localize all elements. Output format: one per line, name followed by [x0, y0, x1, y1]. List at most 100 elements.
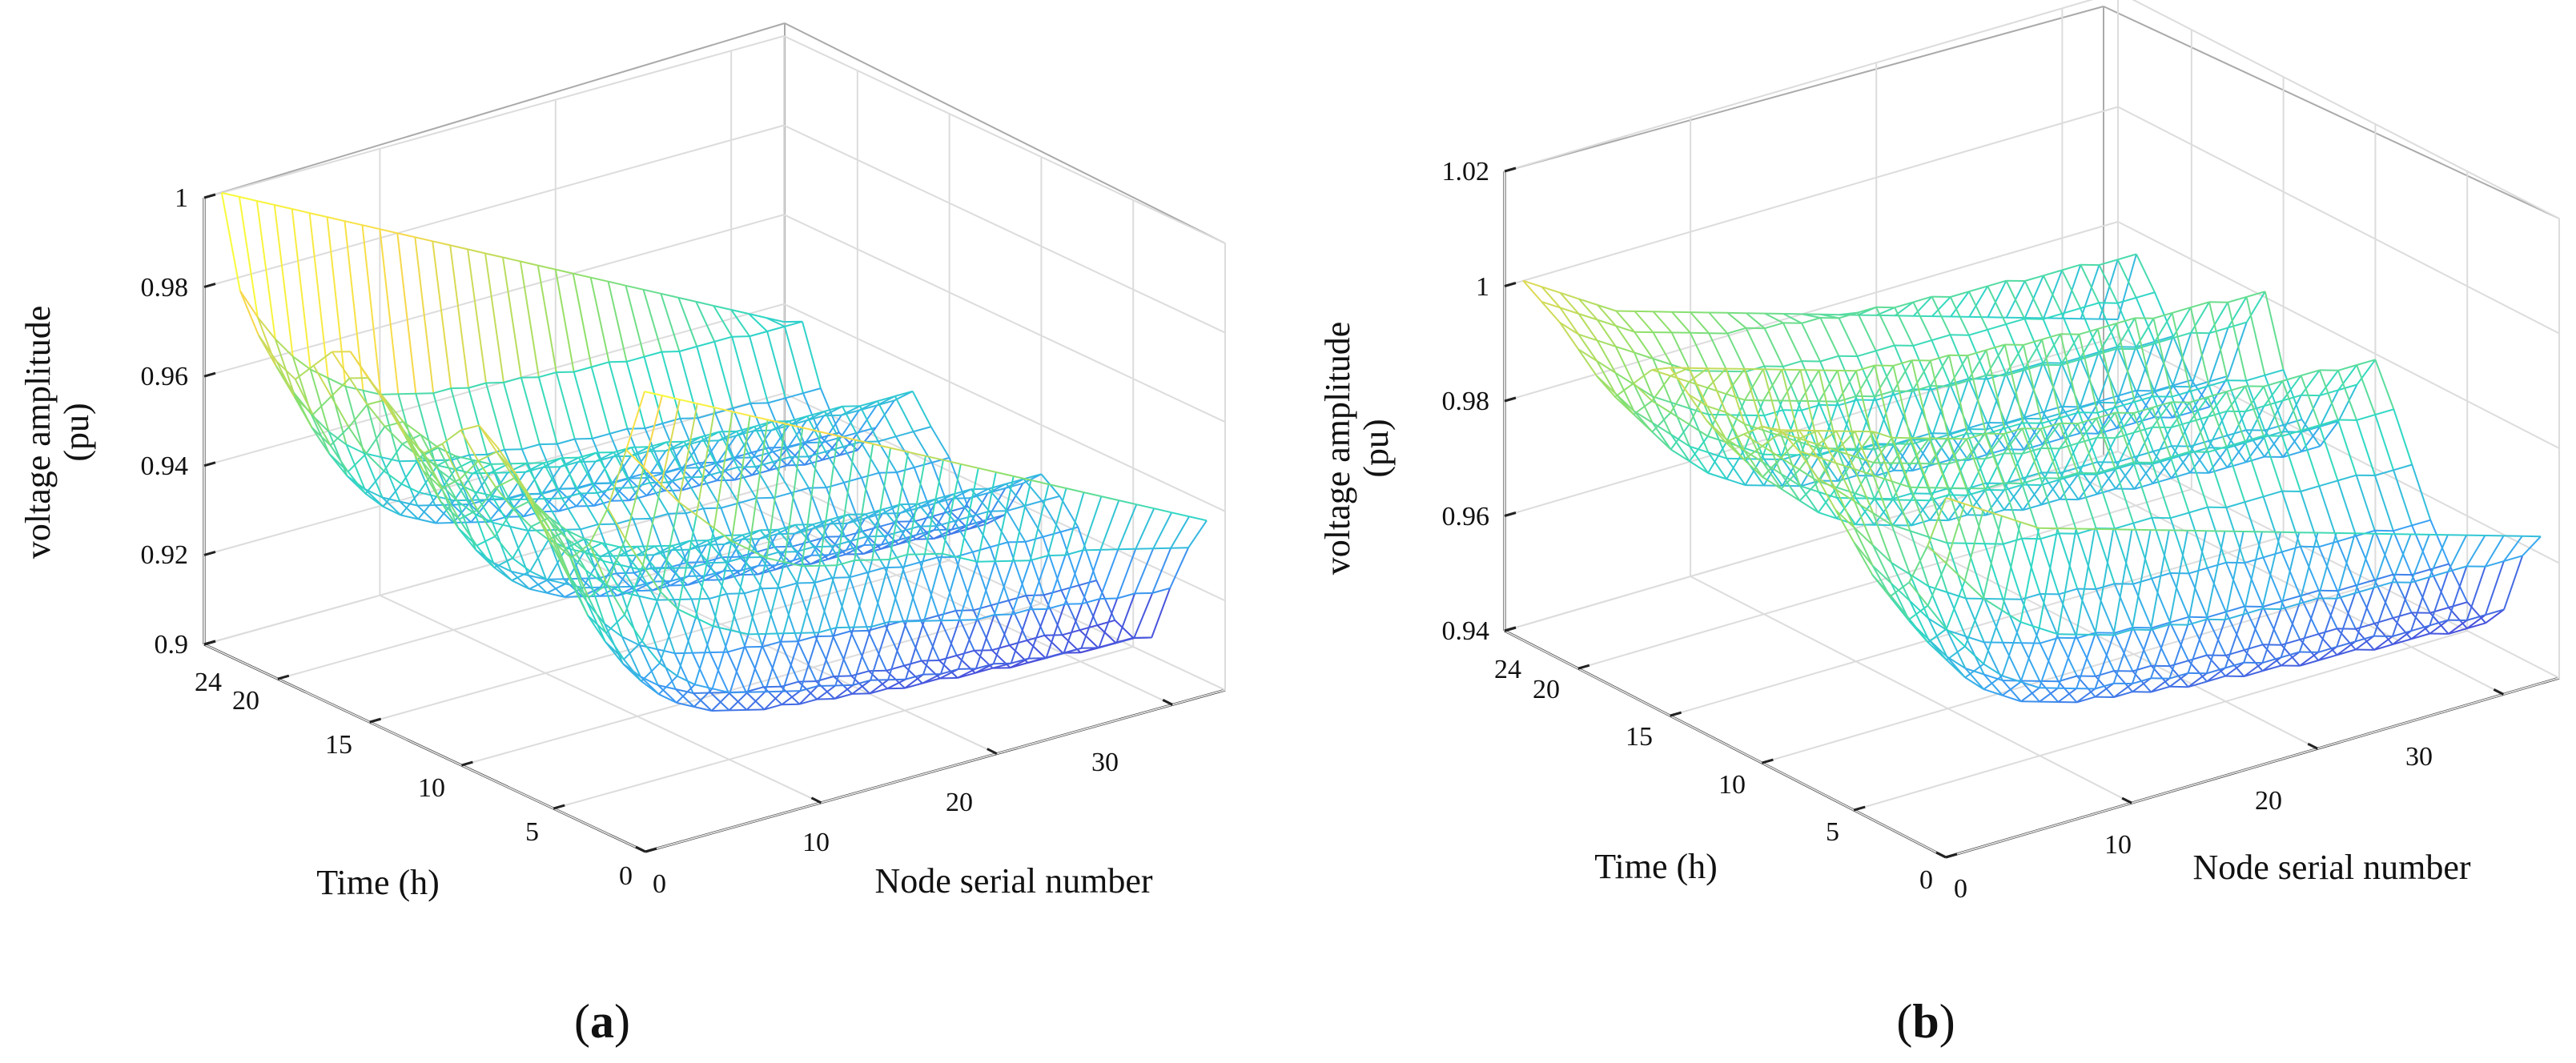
chart-a-mesh-edge-time: [766, 317, 786, 327]
chart-a-mesh-edge-node: [846, 544, 865, 552]
chart-a-mesh-edge-node: [637, 568, 656, 570]
chart-a-mesh-edge-time: [524, 467, 544, 495]
chart-b-mesh-edge-time: [2355, 475, 2376, 532]
chart-a-panel-label-close: ): [614, 995, 630, 1048]
chart-b-mesh-edge-time: [1652, 331, 1673, 365]
chart-a-mesh-edge-time: [752, 430, 773, 459]
chart-a-mesh-edge-time: [953, 520, 974, 553]
chart-a-mesh-edge-node: [677, 608, 697, 619]
chart-a-mesh-edge-time: [630, 446, 650, 457]
chart-b-mesh-edge-time: [2038, 527, 2059, 628]
chart-a-mesh-edge-time: [468, 455, 489, 500]
chart-b-mesh-edge-time: [2078, 328, 2099, 360]
chart-a-mesh-edge-time: [876, 400, 897, 437]
chart-b-x-ticks: 0 10 20 30: [1954, 742, 2433, 904]
chart-a-mesh-edge-node: [541, 487, 561, 495]
chart-a-mesh-edge-time: [607, 449, 627, 509]
chart-b-mesh-edge-time: [2300, 375, 2321, 426]
chart-a-mesh-edge-node: [907, 451, 926, 457]
chart-b-back-wall-grid-z: [1504, 451, 2119, 632]
chart-a-mesh-edge-node: [621, 636, 641, 647]
chart-b-mesh-edge-time: [1891, 437, 1911, 488]
chart-a-mesh-edge-time: [990, 604, 1011, 646]
chart-a-mesh-edge-time: [329, 426, 350, 447]
chart-b-side-wall-grid-z: [2117, 221, 2560, 449]
chart-a-mesh-edge-time: [660, 293, 681, 352]
chart-a-mesh-edge-node: [802, 564, 820, 568]
chart-a-mesh-edge-time: [422, 470, 443, 489]
chart-b-mesh-edge-time: [1927, 536, 1948, 593]
chart-b-mesh-edge-node: [2172, 331, 2192, 339]
chart-b-mesh-edge-time: [1891, 524, 1911, 576]
chart-b-mesh-edge-time: [1559, 292, 1580, 315]
chart-b-mesh-edge-node: [1835, 488, 1855, 503]
chart-b-mesh-edge-node: [2172, 390, 2191, 398]
chart-b-mesh-edge-time: [2058, 594, 2078, 639]
chart-b-mesh-edge-node: [2041, 333, 2061, 341]
chart-a-mesh-edge-node: [416, 392, 434, 395]
chart-a-mesh-edge-time: [386, 403, 407, 436]
chart-b-mesh-edge-node: [2080, 351, 2100, 359]
chart-a-mesh-edge-node: [869, 669, 887, 672]
chart-b-mesh-edge-node: [1597, 319, 1617, 327]
chart-b-mesh-edge-node: [1985, 508, 2005, 516]
chart-a-mesh-edge-node: [561, 456, 579, 459]
chart-a-mesh-edge-time: [713, 305, 733, 338]
chart-b-mesh-edge-node: [2356, 359, 2376, 366]
chart-a-mesh-edge-time: [476, 487, 497, 511]
chart-b-mesh-edge-node: [1725, 441, 1745, 460]
chart-a-mesh-edge-time: [567, 539, 587, 572]
chart-a-mesh-edge-node: [1100, 548, 1119, 551]
chart-a-mesh-edge-time: [885, 625, 905, 667]
chart-a-mesh-edge-time: [957, 668, 977, 679]
chart-a-mesh-edge-node: [601, 542, 621, 548]
chart-b-mesh-edge-time: [1873, 463, 1894, 500]
chart-b-mesh-edge-time: [2114, 412, 2135, 463]
chart-a-mesh-edge-time: [940, 557, 961, 621]
chart-b-mesh-edge-time: [2135, 297, 2156, 343]
chart-b-mesh-edge-node: [2392, 638, 2412, 646]
chart-b-mesh-edge-time: [2078, 467, 2098, 495]
chart-b-mesh-edge-time: [1967, 335, 1988, 379]
chart-b-mesh-edge-node: [2301, 425, 2321, 433]
chart-a-mesh-edge-time: [473, 491, 494, 523]
chart-b-mesh-edge-time: [2132, 627, 2152, 667]
chart-a-mesh-edge-node: [804, 459, 823, 466]
chart-a-x-ticks: 0 10 20 30: [653, 748, 1119, 899]
chart-b-mesh-edge-time: [1891, 463, 1912, 500]
chart-a-z-tick-mark: [203, 550, 216, 556]
chart-b-mesh-edge-time: [2299, 546, 2320, 592]
chart-b-mesh-edge-node: [1949, 427, 1969, 435]
chart-b-mesh-edge-node: [1560, 307, 1579, 315]
chart-b-mesh-edge-time: [1949, 334, 1970, 379]
chart-a-mesh-edge-node: [520, 376, 539, 379]
chart-b-mesh-edge-node: [2136, 291, 2156, 299]
chart-a-mesh-edge-node: [814, 576, 833, 584]
chart-a-mesh-edge-time: [993, 560, 1014, 616]
chart-a-mesh-edge-node: [472, 459, 492, 465]
chart-a-mesh-edge-time: [364, 470, 385, 495]
chart-a-mesh-edge-time: [814, 582, 834, 636]
chart-b-mesh-edge-time: [1782, 366, 1802, 411]
chart-b-mesh-edge-node: [2410, 624, 2430, 632]
chart-a-mesh-edge-time: [637, 568, 657, 601]
chart-b-mesh-edge-time: [2410, 624, 2430, 640]
chart-a-mesh-edge-node: [590, 276, 609, 283]
chart-a-mesh-edge-time: [589, 507, 609, 545]
chart-a-mesh-edge-node: [623, 659, 642, 682]
chart-a-mesh-edge-time: [595, 452, 616, 489]
chart-a-mesh-edge-time: [472, 459, 493, 496]
chart-b-mesh-edge-time: [2262, 435, 2283, 491]
chart-a-mesh-edge-time: [725, 562, 745, 594]
chart-a-mesh-edge-node: [1029, 608, 1047, 611]
chart-b-mesh-edge-time: [1891, 480, 1911, 532]
chart-b-mesh-edge-node: [2318, 654, 2337, 661]
chart-b-mesh-edge-time: [2039, 680, 2060, 703]
chart-a-mesh-edge-node: [713, 305, 732, 311]
chart-a-mesh-edge-node: [468, 382, 487, 389]
chart-b-mesh-edge-time: [1986, 422, 2007, 450]
chart-b-mesh-edge-node: [2355, 635, 2374, 643]
chart-b-mesh-edge-node: [2374, 469, 2394, 476]
chart-a-mesh-edge-time: [689, 540, 709, 551]
chart-a-top-back-left: [203, 22, 786, 199]
